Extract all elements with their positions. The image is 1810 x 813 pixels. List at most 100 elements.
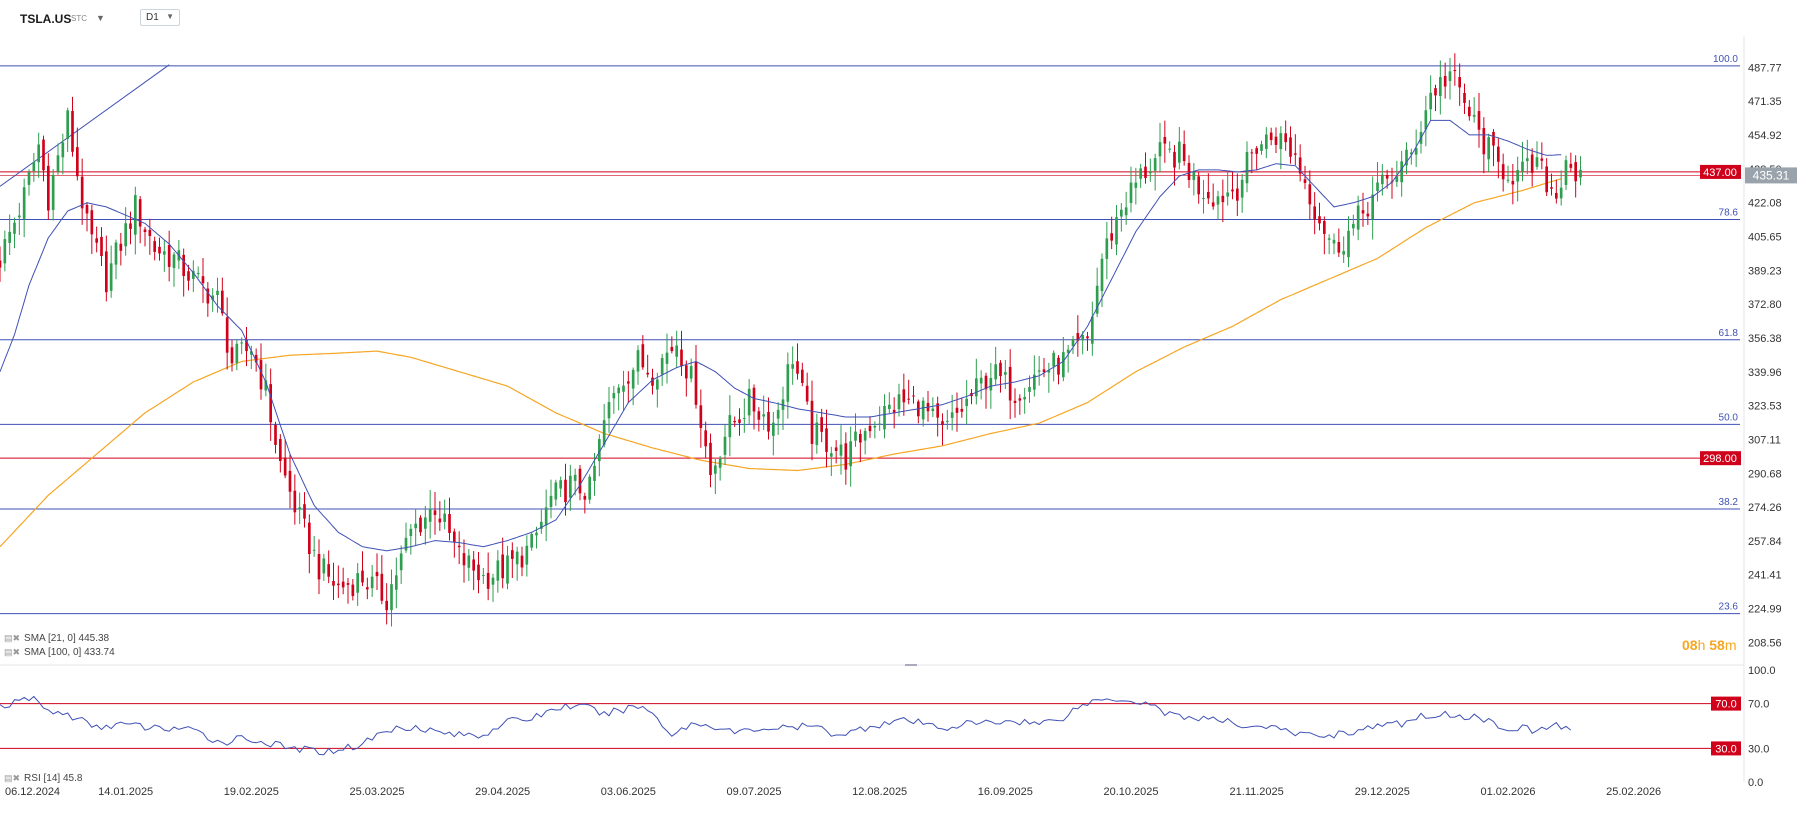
candle — [511, 542, 514, 579]
candle-body — [520, 555, 524, 568]
candle — [1071, 335, 1075, 355]
candle — [844, 432, 848, 485]
candle — [109, 245, 113, 298]
candle-body — [424, 517, 427, 529]
candle-body — [718, 458, 722, 468]
candle-body — [486, 572, 490, 589]
candle-body — [230, 347, 234, 364]
chart-toolbar: TSLA.US STC ▼ D1 ▼ — [0, 0, 1810, 36]
candle — [1095, 267, 1099, 318]
candle — [627, 371, 630, 403]
candle-body — [660, 357, 664, 375]
candle — [187, 264, 190, 291]
candle-body — [646, 372, 649, 375]
candle — [1207, 173, 1210, 204]
candle — [1245, 141, 1249, 193]
candle — [240, 337, 243, 355]
candle — [685, 360, 688, 397]
candle — [830, 446, 833, 477]
candle — [1424, 95, 1428, 147]
candle-body — [612, 393, 616, 399]
candle-body — [1352, 223, 1355, 229]
candle-body — [438, 518, 442, 523]
candle — [718, 455, 722, 481]
candle-body — [685, 365, 688, 379]
candle-body — [1018, 398, 1022, 401]
y-tick-label: 422.08 — [1748, 198, 1782, 210]
badges-layer: 437.00 298.00 435.31 70.0 30.0 — [1700, 164, 1797, 756]
candle — [554, 479, 558, 506]
rsi-legend[interactable]: ▤✖ RSI [14] 45.8 — [4, 773, 82, 784]
candle-body — [1047, 370, 1051, 373]
candle — [926, 391, 930, 422]
candle-body — [1385, 174, 1389, 179]
sma100-legend[interactable]: ▤✖ SMA [100, 0] 433.74 — [4, 647, 115, 658]
candle-body — [830, 453, 833, 457]
candle-body — [1236, 188, 1239, 201]
candle — [1468, 100, 1471, 121]
candle-body — [1492, 131, 1495, 146]
candle — [100, 227, 103, 267]
candle — [1250, 148, 1254, 174]
candle — [1482, 117, 1486, 174]
x-tick-label: 01.02.2026 — [1480, 786, 1535, 798]
rsi-layer: 100.0 70.0 30.0 0.0 — [0, 665, 1776, 789]
candle — [453, 528, 456, 558]
candle-countdown: 08h 58m — [1682, 637, 1737, 653]
candle-body — [385, 600, 388, 611]
candle-body — [1535, 157, 1539, 167]
candle — [723, 424, 727, 465]
candle — [1265, 127, 1268, 159]
candle-body — [1008, 366, 1012, 401]
candle-body — [699, 405, 703, 428]
candle-body — [0, 260, 2, 268]
candle — [18, 202, 21, 235]
candle-body — [259, 360, 263, 390]
candle — [341, 567, 345, 595]
candle-body — [1516, 169, 1519, 182]
symbol-dropdown-icon[interactable]: ▼ — [96, 13, 105, 23]
candle-body — [356, 573, 359, 593]
candle-body — [506, 555, 509, 584]
candle — [680, 330, 683, 376]
candle-body — [66, 110, 69, 139]
settings-close-icon[interactable]: ▤✖ — [4, 647, 21, 657]
candle — [1429, 75, 1432, 121]
candle-body — [733, 420, 736, 423]
candle-body — [240, 342, 243, 344]
candle — [477, 552, 480, 594]
trend-line-layer — [0, 64, 170, 187]
settings-close-icon[interactable]: ▤✖ — [4, 773, 21, 783]
y-axis-layer: 487.77471.35454.92438.50422.08405.65389.… — [1743, 36, 1782, 782]
candle — [1530, 148, 1534, 187]
candle — [1202, 179, 1205, 214]
sma21-legend[interactable]: ▤✖ SMA [21, 0] 445.38 — [4, 633, 109, 644]
candle — [1047, 362, 1051, 393]
candle-body — [158, 246, 161, 254]
candle — [1279, 126, 1283, 170]
candle — [941, 413, 944, 446]
candle — [85, 202, 89, 232]
candle — [530, 531, 533, 551]
candle — [544, 489, 548, 542]
candle — [1062, 336, 1065, 382]
candle — [1033, 355, 1036, 397]
candle — [1564, 155, 1568, 190]
candle — [457, 531, 461, 565]
candle — [1240, 174, 1244, 213]
candle-body — [554, 482, 558, 500]
settings-close-icon[interactable]: ▤✖ — [4, 633, 21, 643]
candle-body — [1327, 238, 1331, 240]
timeframe-select[interactable]: D1 ▼ — [140, 9, 180, 26]
candle — [1187, 155, 1191, 188]
candle-body — [225, 317, 229, 353]
candle-body — [399, 553, 403, 571]
x-tick-label: 16.09.2025 — [978, 786, 1033, 798]
candle — [433, 492, 437, 535]
symbol-label[interactable]: TSLA.US — [20, 12, 72, 26]
candle — [1550, 173, 1553, 196]
candle-body — [443, 513, 446, 522]
pane-divider-handle[interactable] — [905, 664, 917, 666]
candle — [656, 372, 659, 408]
